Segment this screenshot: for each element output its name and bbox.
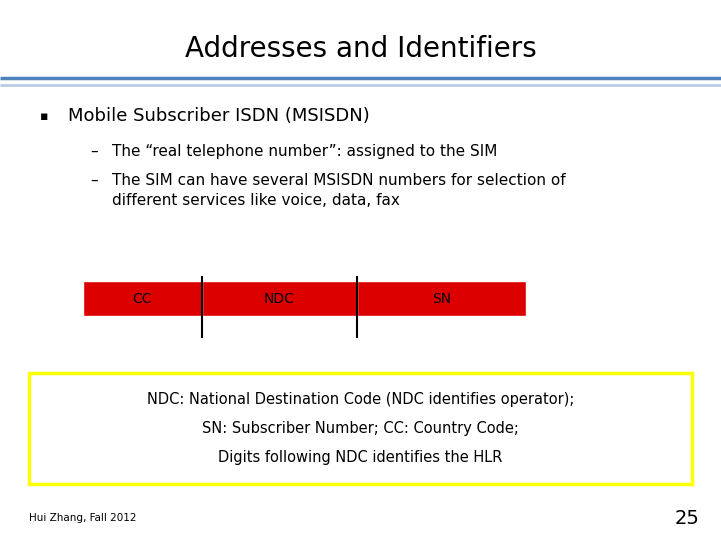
Text: Addresses and Identifiers: Addresses and Identifiers	[185, 35, 536, 63]
Text: The “real telephone number”: assigned to the SIM: The “real telephone number”: assigned to…	[112, 144, 497, 159]
Text: 25: 25	[674, 509, 699, 528]
Text: SN: SN	[432, 292, 451, 306]
Text: Digits following NDC identifies the HLR: Digits following NDC identifies the HLR	[218, 450, 503, 465]
Text: SN: Subscriber Number; CC: Country Code;: SN: Subscriber Number; CC: Country Code;	[202, 421, 519, 436]
FancyBboxPatch shape	[83, 281, 202, 316]
Text: –: –	[90, 144, 98, 159]
Text: ▪: ▪	[40, 110, 48, 123]
FancyBboxPatch shape	[357, 281, 526, 316]
FancyBboxPatch shape	[29, 373, 692, 484]
Text: The SIM can have several MSISDN numbers for selection of: The SIM can have several MSISDN numbers …	[112, 173, 565, 188]
Text: different services like voice, data, fax: different services like voice, data, fax	[112, 193, 399, 208]
Text: NDC: National Destination Code (NDC identifies operator);: NDC: National Destination Code (NDC iden…	[147, 392, 574, 407]
Text: NDC: NDC	[264, 292, 295, 306]
Text: –: –	[90, 173, 98, 188]
Text: Hui Zhang, Fall 2012: Hui Zhang, Fall 2012	[29, 513, 136, 523]
Text: CC: CC	[133, 292, 152, 306]
Text: Mobile Subscriber ISDN (MSISDN): Mobile Subscriber ISDN (MSISDN)	[68, 107, 371, 126]
FancyBboxPatch shape	[202, 281, 357, 316]
